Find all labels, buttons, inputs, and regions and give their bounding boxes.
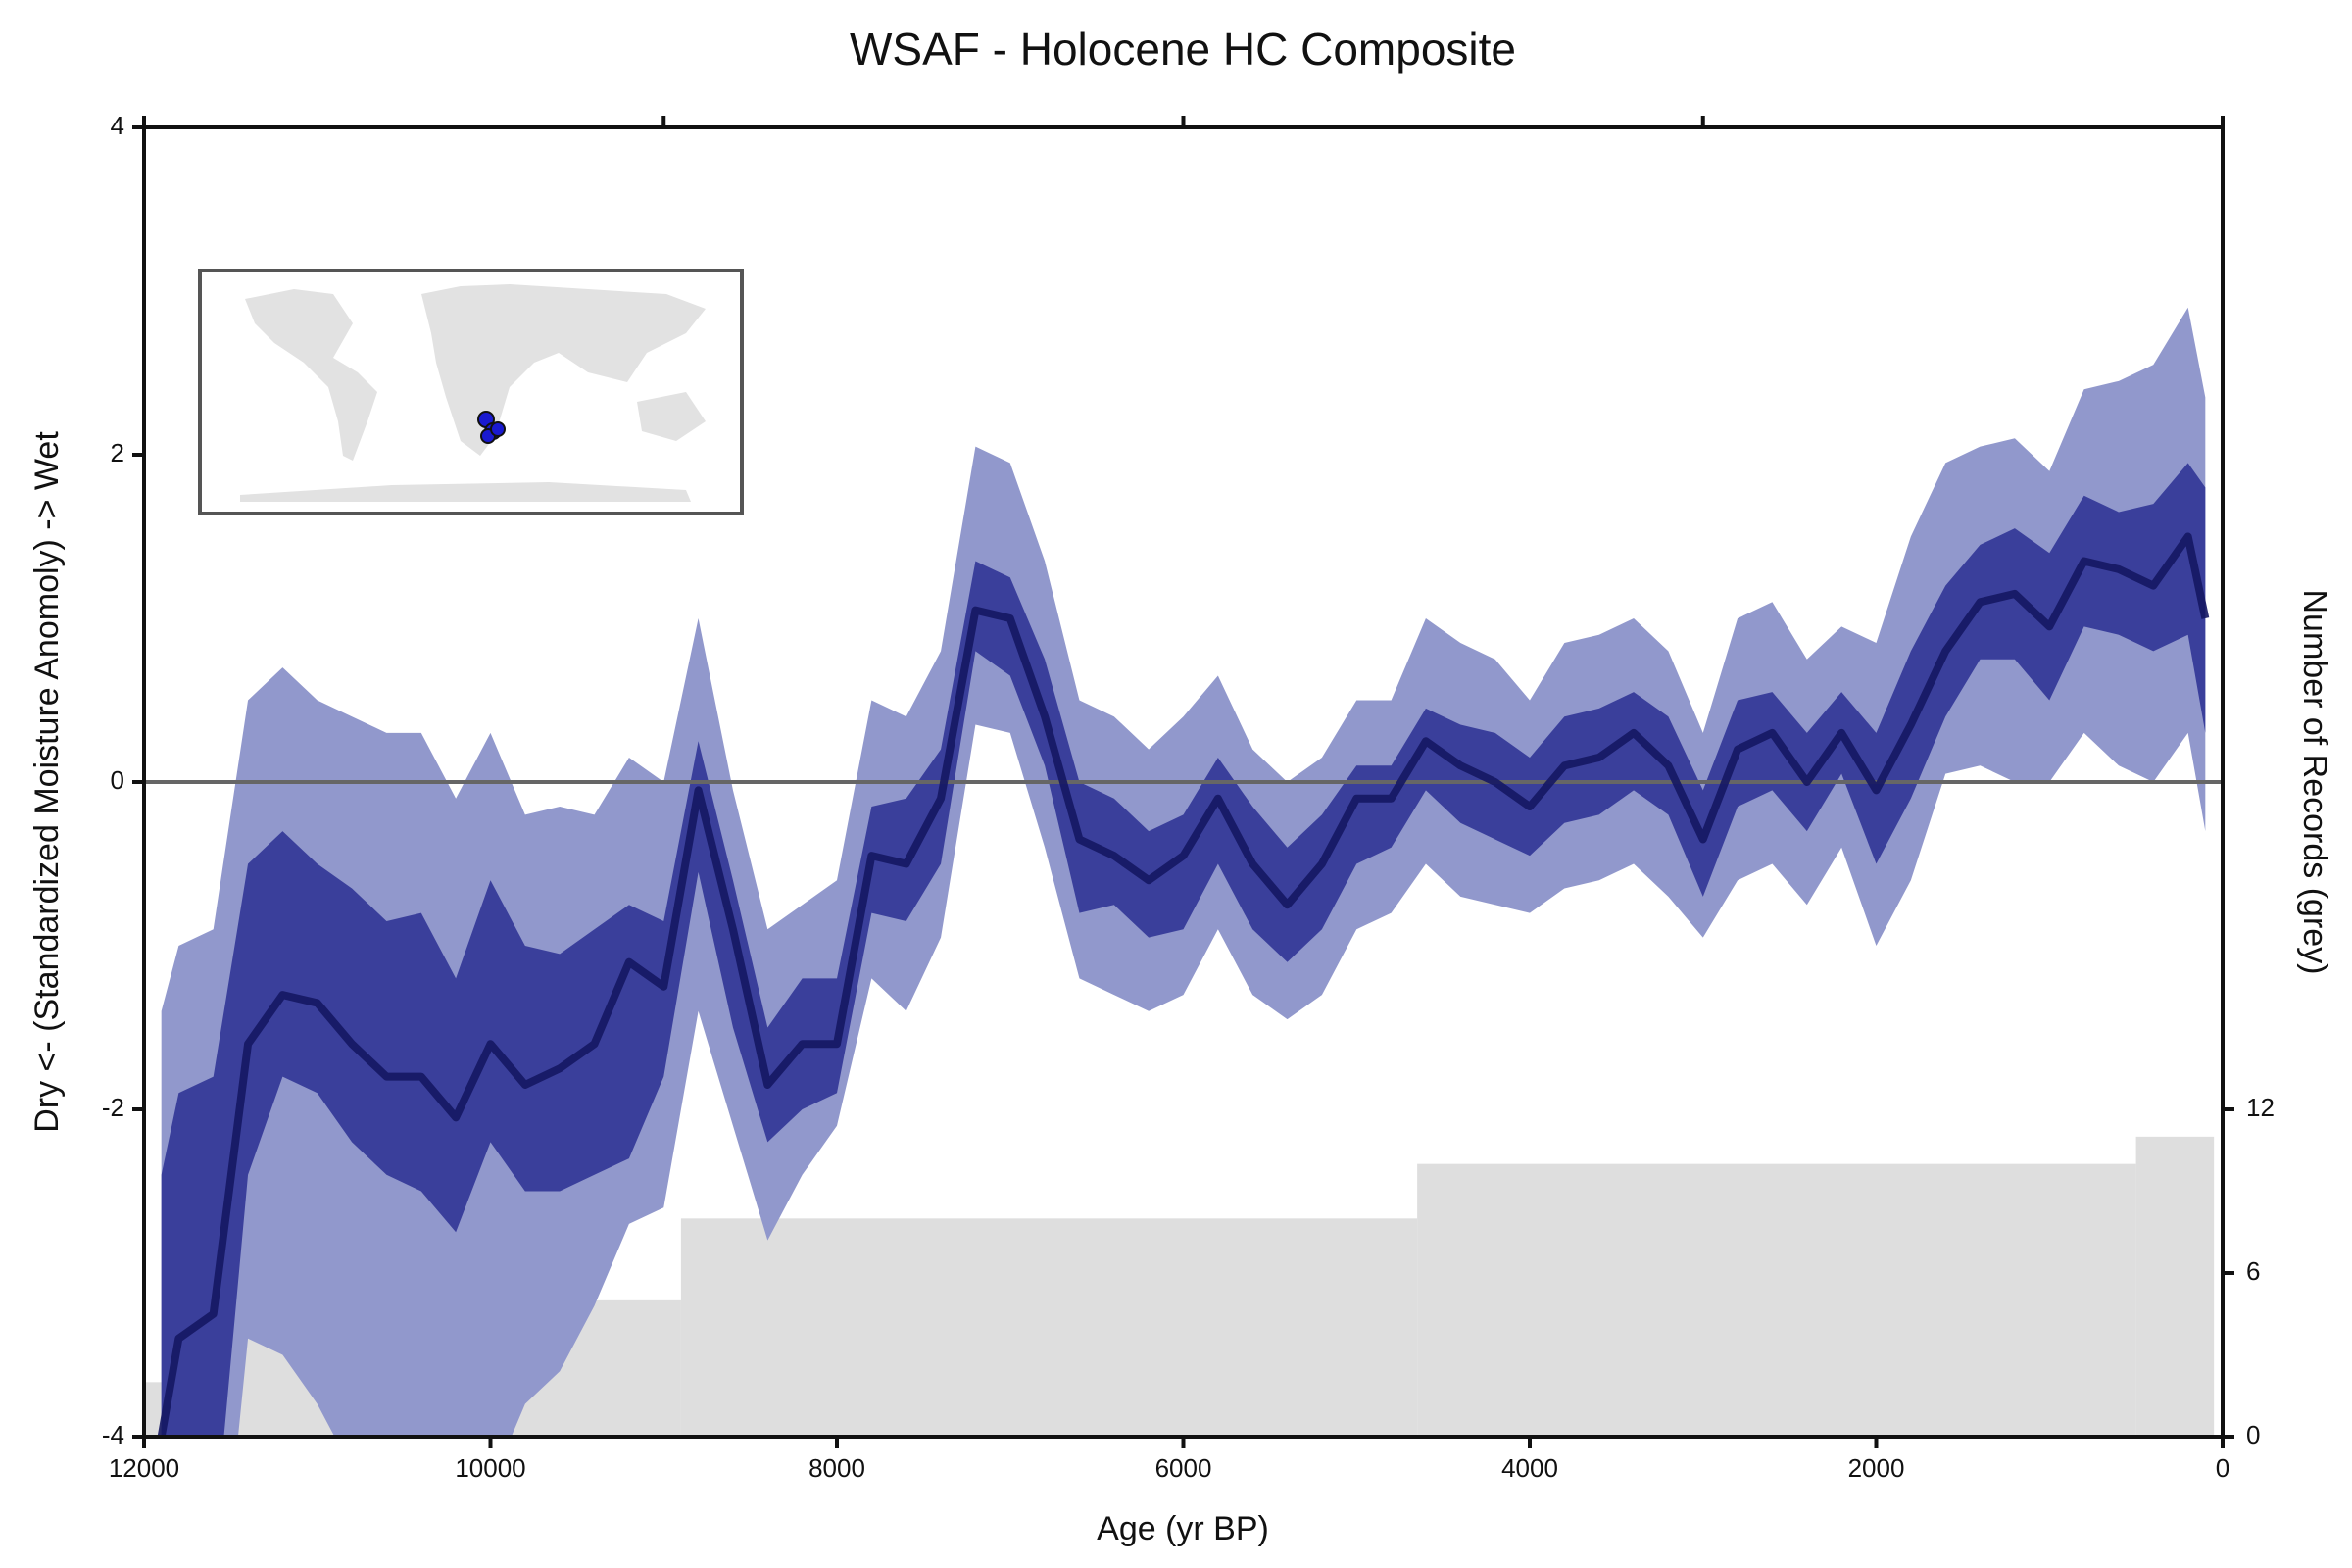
landmass <box>245 289 377 461</box>
x-tick-label: 0 <box>2216 1453 2230 1483</box>
y-axis-label: Dry <- (Standardized Moisture Anomoly) -… <box>28 431 66 1133</box>
x-tick-label: 12000 <box>109 1453 179 1483</box>
y-tick-label: -4 <box>102 1420 124 1449</box>
x-tick-label: 2000 <box>1848 1453 1905 1483</box>
x-tick-label: 6000 <box>1155 1453 1212 1483</box>
x-tick-label: 4000 <box>1501 1453 1558 1483</box>
x-axis-label: Age (yr BP) <box>1097 1510 1269 1547</box>
landmass <box>637 392 706 441</box>
y-tick-label: 2 <box>111 438 124 467</box>
record-count-bar <box>1417 1163 2136 1437</box>
x-tick-label: 8000 <box>808 1453 865 1483</box>
record-count-bar <box>680 1218 1418 1437</box>
chart-title: WSAF - Holocene HC Composite <box>850 24 1516 74</box>
y-tick-label: 4 <box>111 111 124 140</box>
y-tick-label: 0 <box>111 765 124 795</box>
median-line <box>157 532 2210 1437</box>
x-tick-label: 10000 <box>455 1453 525 1483</box>
record-count-bar <box>2135 1136 2215 1437</box>
y2-axis-label: Number of Records (grey) <box>2296 589 2333 974</box>
landmass <box>240 482 691 502</box>
y-tick-label: -2 <box>102 1093 124 1122</box>
inset-map <box>198 269 744 515</box>
site-marker <box>490 421 506 437</box>
axes: 12000 10000 8000 6000 4000 2000 0 -4 -2 0 2 4 0 6 12 <box>102 111 2275 1483</box>
uncertainty-band <box>161 463 2206 1437</box>
plot-area <box>144 307 2223 1437</box>
landmass <box>421 284 706 456</box>
y2-tick-label: 6 <box>2246 1256 2260 1286</box>
y2-tick-label: 0 <box>2246 1420 2260 1449</box>
y2-tick-label: 12 <box>2246 1093 2275 1122</box>
